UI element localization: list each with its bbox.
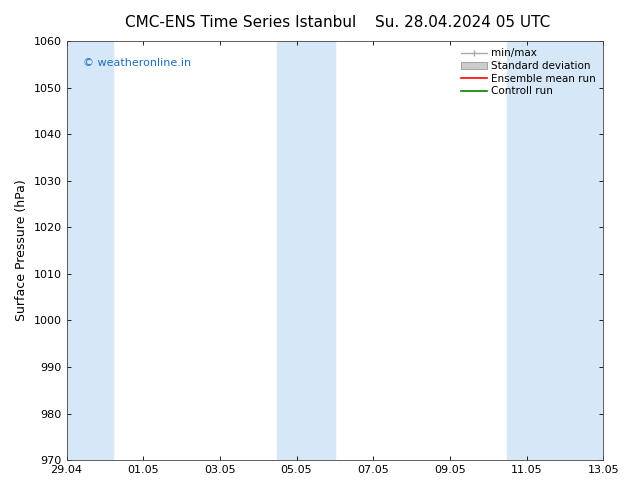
Y-axis label: Surface Pressure (hPa): Surface Pressure (hPa) bbox=[15, 180, 28, 321]
Bar bbox=[59, 41, 113, 460]
Text: © weatheronline.in: © weatheronline.in bbox=[82, 58, 191, 68]
Bar bbox=[507, 41, 611, 460]
Legend: min/max, Standard deviation, Ensemble mean run, Controll run: min/max, Standard deviation, Ensemble me… bbox=[459, 46, 598, 98]
Text: Su. 28.04.2024 05 UTC: Su. 28.04.2024 05 UTC bbox=[375, 15, 550, 30]
Text: CMC-ENS Time Series Istanbul: CMC-ENS Time Series Istanbul bbox=[126, 15, 356, 30]
Bar bbox=[277, 41, 335, 460]
